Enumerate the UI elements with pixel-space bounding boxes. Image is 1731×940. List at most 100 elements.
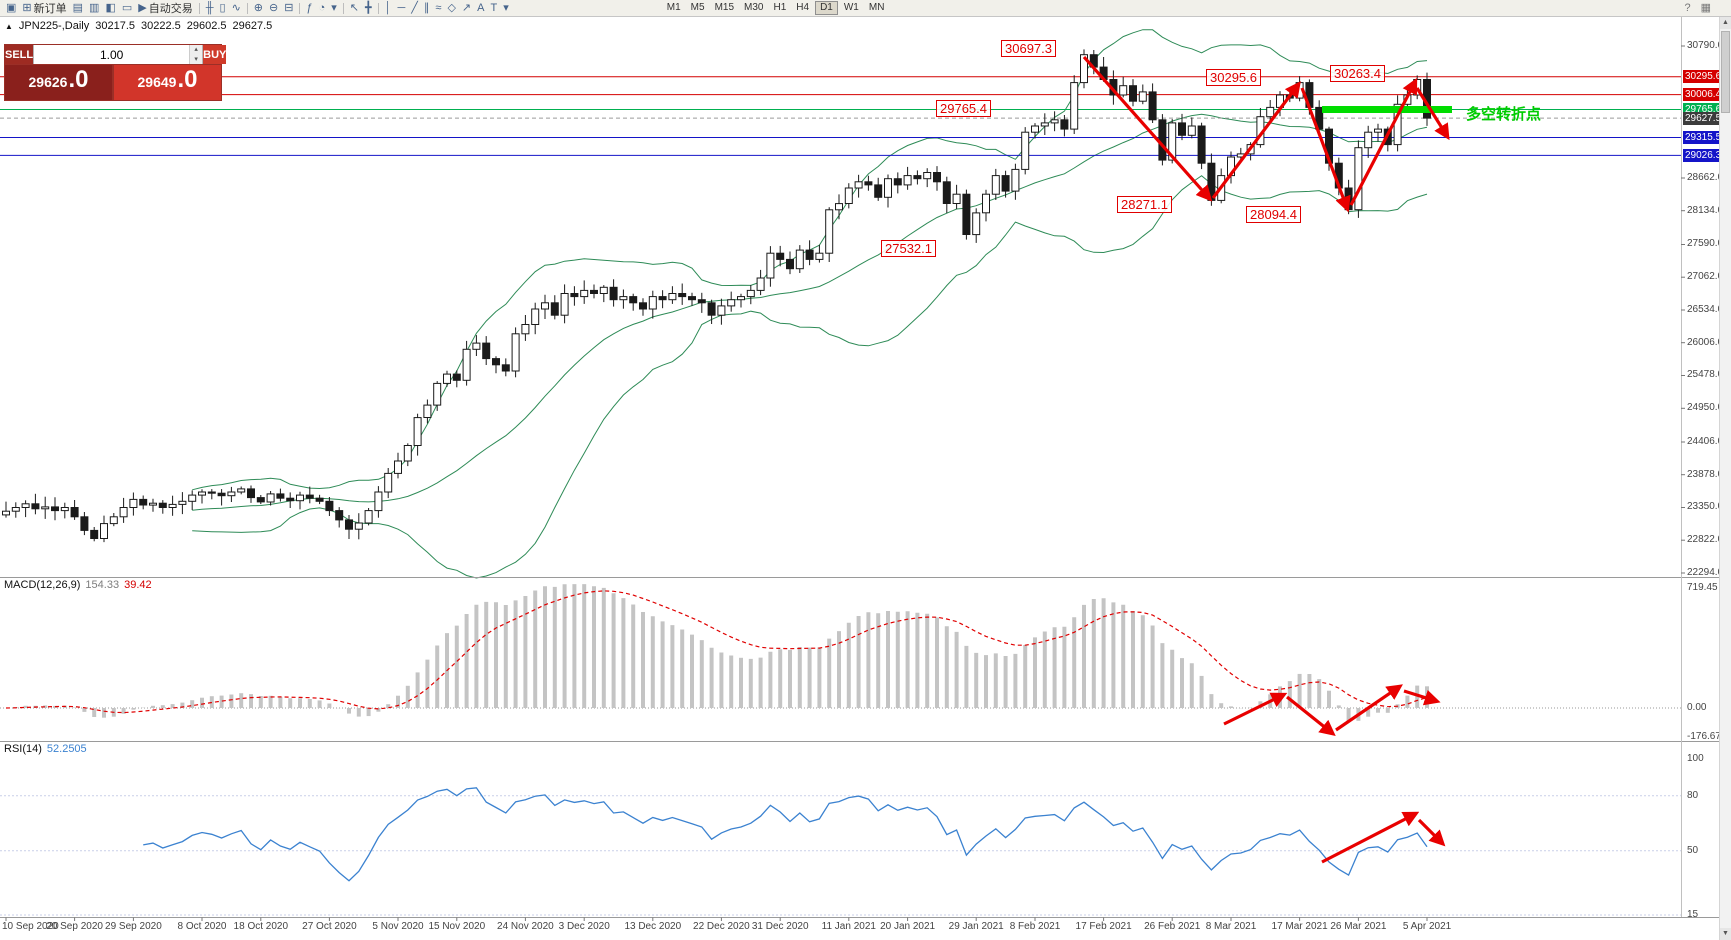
rsi-axis-label: 15: [1687, 909, 1699, 920]
toolbar-separator: [377, 2, 379, 14]
buy-price-dec: .0: [177, 66, 198, 93]
scroll-up-icon[interactable]: ▲: [1720, 17, 1731, 29]
volume-input[interactable]: [34, 45, 190, 64]
market-watch-icon: ▥: [89, 1, 100, 14]
timeframe-d1-button[interactable]: D1: [815, 1, 838, 15]
tile-windows-icon: ⊟: [284, 1, 294, 14]
date-axis-label: 20 Sep 2020: [46, 921, 103, 932]
buy-price-box[interactable]: 29649 .0: [114, 65, 221, 100]
price-annotation[interactable]: 28271.1: [1117, 196, 1172, 213]
candlestick-chart-button[interactable]: ▯: [217, 1, 229, 16]
help-icon: ?: [1684, 1, 1691, 14]
date-axis-label: 17 Mar 2021: [1271, 921, 1328, 932]
toolbar-button-label: 新订单: [33, 3, 67, 15]
data-window-button[interactable]: ▭: [119, 1, 135, 16]
macd-signal-value: 39.42: [124, 579, 152, 591]
line-chart-button[interactable]: ∿: [229, 1, 244, 16]
indicators-button[interactable]: ƒ: [303, 1, 315, 16]
toolbar-right-group: ? ▦: [1681, 1, 1728, 16]
help-button[interactable]: ?: [1681, 1, 1693, 16]
date-axis-label: 8 Oct 2020: [177, 921, 227, 932]
chart-window-button[interactable]: ▤: [70, 1, 86, 16]
date-axis-label: 15 Nov 2020: [428, 921, 486, 932]
terminal-button[interactable]: ▣: [3, 1, 19, 16]
fibonacci-button[interactable]: ≈: [432, 1, 444, 16]
turning-point-label[interactable]: 多空转折点: [1466, 106, 1542, 123]
market-watch-button[interactable]: ▥: [86, 1, 102, 16]
autotrading-button[interactable]: ▶ 自动交易: [135, 1, 195, 16]
navigator-button[interactable]: ◧: [102, 1, 118, 16]
zoom-out-button[interactable]: ⊖: [266, 1, 281, 16]
volume-decrease-icon[interactable]: ▾: [190, 54, 203, 64]
layout-button[interactable]: ▦: [1698, 1, 1714, 16]
date-axis-label: 26 Feb 2021: [1144, 921, 1201, 932]
ohlc-close: 29627.5: [232, 20, 273, 32]
templates-button[interactable]: ▾: [328, 1, 340, 16]
collapse-panel-icon[interactable]: ▲: [5, 22, 13, 31]
timeframe-h4-button[interactable]: H4: [796, 2, 810, 13]
price-annotation[interactable]: 27532.1: [881, 240, 936, 257]
text-label-button[interactable]: T: [487, 1, 500, 16]
data-window-icon: ▭: [121, 1, 133, 14]
scrollbar-thumb[interactable]: [1721, 31, 1730, 113]
price-annotation[interactable]: 28094.4: [1246, 206, 1301, 223]
sell-price-box[interactable]: 29626 .0: [5, 65, 112, 100]
trendline-icon: ╱: [411, 1, 418, 14]
text-button[interactable]: A: [474, 1, 487, 16]
tile-windows-button[interactable]: ⊟: [281, 1, 296, 16]
vertical-line-button[interactable]: │: [382, 1, 395, 16]
buy-button[interactable]: BUY: [203, 45, 227, 64]
date-axis-label: 5 Nov 2020: [372, 921, 424, 932]
zoom-out-icon: ⊖: [269, 1, 279, 14]
price-annotation[interactable]: 29765.4: [936, 100, 991, 117]
macd-name: MACD(12,26,9): [4, 579, 81, 591]
timeframe-m30-button[interactable]: M30: [744, 2, 764, 13]
macd-axis-label: 0.00: [1687, 702, 1707, 713]
price-axis-label: 23878.0: [1687, 468, 1724, 480]
price-annotation[interactable]: 30697.3: [1001, 40, 1056, 57]
terminal-icon: ▣: [6, 1, 17, 14]
sell-button[interactable]: SELL: [5, 45, 34, 64]
timeframes-button[interactable]: ◔: [316, 1, 329, 16]
timeframe-mn-button[interactable]: MN: [868, 2, 885, 13]
price-axis-label: 24406.0: [1687, 435, 1724, 447]
volume-stepper: ▴ ▾: [33, 45, 204, 64]
timeframe-m5-button[interactable]: M5: [690, 2, 705, 13]
new-order-button[interactable]: ⊞ 新订单: [19, 1, 69, 16]
autotrading-icon: ▶: [138, 1, 147, 14]
price-line-tag: 29026.3: [1683, 148, 1724, 162]
price-axis-label: 27590.0: [1687, 238, 1724, 250]
equidistant-channel-button[interactable]: ∥: [421, 1, 433, 16]
date-axis-label: 26 Mar 2021: [1330, 921, 1387, 932]
arrow-tool-button[interactable]: ↗: [459, 1, 474, 16]
price-annotation[interactable]: 30295.6: [1206, 69, 1261, 86]
timeframe-h1-button[interactable]: H1: [773, 2, 787, 13]
vertical-scrollbar[interactable]: ▲ ▼: [1719, 17, 1731, 940]
timeframe-m15-button[interactable]: M15: [714, 2, 735, 13]
zoom-in-button[interactable]: ⊕: [251, 1, 266, 16]
ohlc-low: 29602.5: [186, 20, 227, 32]
timeframe-w1-button[interactable]: W1: [843, 2, 859, 13]
one-click-trading-panel: SELL ▴ ▾ BUY 29626 .0 29649 .0: [4, 44, 227, 101]
fibonacci-icon: ≈: [435, 1, 442, 14]
scroll-down-icon[interactable]: ▼: [1720, 928, 1731, 940]
templates-icon: ▾: [331, 1, 337, 14]
shapes-button[interactable]: ◇: [444, 1, 458, 16]
volume-increase-icon[interactable]: ▴: [190, 45, 203, 55]
timeframe-m1-button[interactable]: M1: [666, 2, 681, 13]
drawing-dropdown-button[interactable]: ▾: [500, 1, 512, 16]
bars-chart-button[interactable]: ╫: [203, 1, 217, 16]
price-axis-label: 28662.0: [1687, 171, 1724, 183]
price-axis-label: 26534.0: [1687, 303, 1724, 315]
crosshair-button[interactable]: ╋: [362, 1, 375, 16]
price-annotation[interactable]: 30263.4: [1330, 65, 1385, 82]
chart-canvas[interactable]: [0, 17, 1719, 940]
equidistant-channel-icon: ∥: [423, 1, 430, 14]
horizontal-line-button[interactable]: ─: [394, 1, 408, 16]
macd-main-value: 154.33: [85, 579, 120, 591]
chart-window-icon: ▤: [72, 1, 84, 14]
date-axis-label: 8 Feb 2021: [1009, 921, 1061, 932]
cursor-button[interactable]: ↖: [347, 1, 362, 16]
trendline-button[interactable]: ╱: [408, 1, 421, 16]
date-axis-label: 31 Dec 2020: [751, 921, 809, 932]
